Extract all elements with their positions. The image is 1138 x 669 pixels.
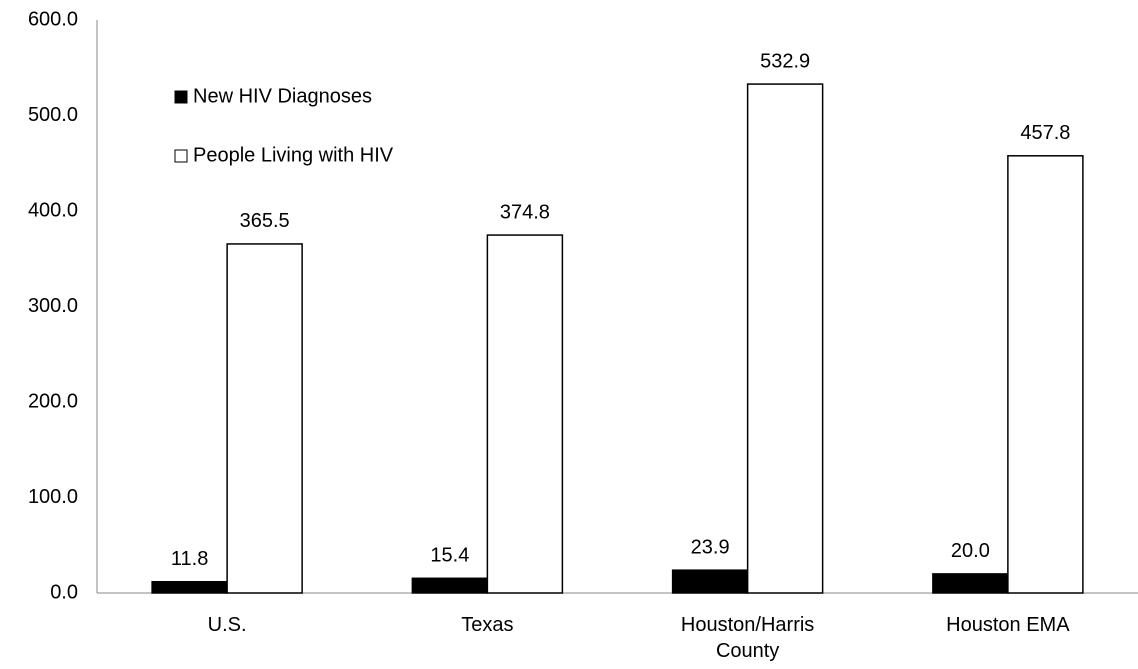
y-tick-label: 300.0: [28, 295, 78, 317]
bar: [1007, 155, 1084, 594]
data-label: 20.0: [951, 540, 990, 562]
y-tick-label: 500.0: [28, 104, 78, 126]
bar: [226, 243, 303, 594]
y-tick-label: 400.0: [28, 199, 78, 221]
legend-label: New HIV Diagnoses: [193, 85, 372, 107]
data-label: 532.9: [760, 50, 810, 72]
legend-label: People Living with HIV: [193, 144, 394, 166]
data-label: 374.8: [500, 201, 550, 223]
legend-swatch: [174, 149, 188, 163]
bar: [932, 573, 1009, 594]
bar: [411, 577, 489, 594]
data-label: 15.4: [430, 545, 469, 567]
y-tick-label: 0.0: [50, 581, 78, 603]
bar: [486, 234, 564, 594]
data-label: 23.9: [691, 536, 730, 558]
x-tick-label: Houston EMA: [946, 614, 1070, 636]
data-label: 11.8: [171, 548, 208, 570]
legend-swatch: [174, 90, 188, 104]
x-tick-label: Texas: [461, 614, 514, 636]
bar: [151, 580, 228, 594]
y-tick-label: 100.0: [28, 486, 78, 508]
data-label: 457.8: [1020, 122, 1070, 144]
y-tick-label: 600.0: [28, 8, 78, 30]
bar: [671, 569, 749, 594]
y-tick-label: 200.0: [28, 390, 78, 412]
x-tick-label: Houston/Harris County: [680, 614, 815, 662]
data-label: 365.5: [240, 210, 290, 232]
bar: [746, 83, 824, 594]
x-tick-label: U.S.: [207, 614, 247, 636]
